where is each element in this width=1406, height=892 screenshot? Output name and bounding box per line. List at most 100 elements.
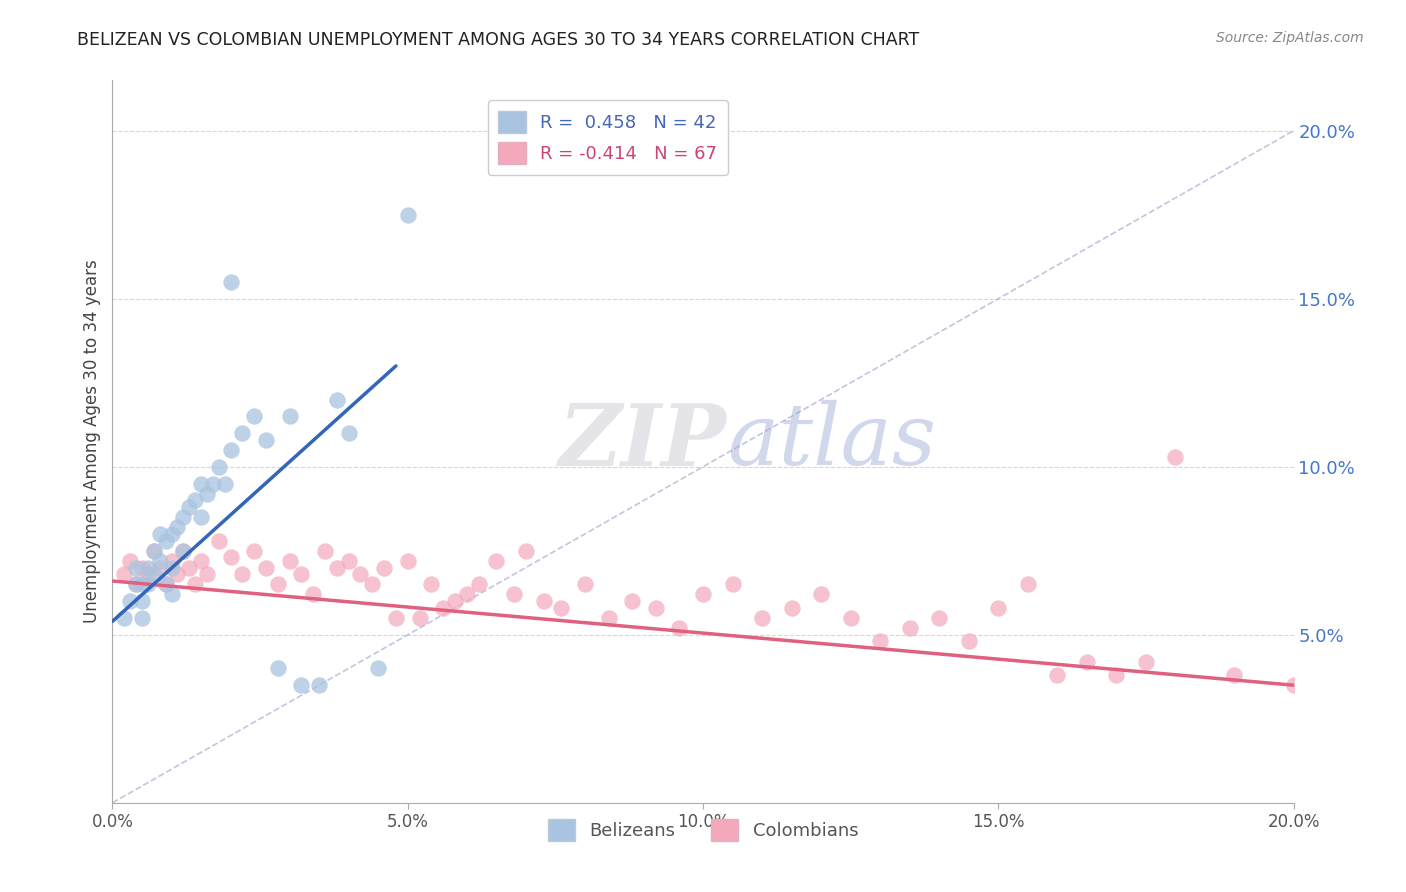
- Point: [219, 550, 242, 565]
- Point: [155, 577, 177, 591]
- Point: [184, 493, 207, 508]
- Point: [290, 567, 312, 582]
- Point: [179, 560, 201, 574]
- Point: [214, 476, 236, 491]
- Point: [644, 600, 666, 615]
- Point: [125, 577, 148, 591]
- Point: [149, 560, 172, 574]
- Point: [1223, 668, 1246, 682]
- Point: [136, 577, 159, 591]
- Point: [172, 543, 194, 558]
- Point: [467, 577, 489, 591]
- Point: [361, 577, 384, 591]
- Point: [928, 611, 950, 625]
- Point: [219, 442, 242, 457]
- Point: [574, 577, 596, 591]
- Point: [195, 486, 218, 500]
- Point: [598, 611, 620, 625]
- Point: [1282, 678, 1305, 692]
- Point: [231, 567, 253, 582]
- Point: [131, 577, 153, 591]
- Point: [136, 567, 159, 582]
- Point: [112, 567, 135, 582]
- Point: [267, 661, 290, 675]
- Point: [190, 510, 212, 524]
- Point: [190, 554, 212, 568]
- Point: [190, 476, 212, 491]
- Point: [184, 577, 207, 591]
- Point: [120, 554, 142, 568]
- Point: [195, 567, 218, 582]
- Point: [231, 426, 253, 441]
- Y-axis label: Unemployment Among Ages 30 to 34 years: Unemployment Among Ages 30 to 34 years: [83, 260, 101, 624]
- Text: BELIZEAN VS COLOMBIAN UNEMPLOYMENT AMONG AGES 30 TO 34 YEARS CORRELATION CHART: BELIZEAN VS COLOMBIAN UNEMPLOYMENT AMONG…: [77, 31, 920, 49]
- Point: [179, 500, 201, 514]
- Point: [142, 543, 165, 558]
- Point: [1017, 577, 1039, 591]
- Point: [869, 634, 891, 648]
- Point: [780, 600, 803, 615]
- Point: [208, 533, 231, 548]
- Point: [396, 554, 419, 568]
- Point: [219, 275, 242, 289]
- Point: [668, 621, 690, 635]
- Point: [112, 611, 135, 625]
- Point: [166, 520, 188, 534]
- Point: [692, 587, 714, 601]
- Point: [201, 476, 224, 491]
- Point: [278, 409, 301, 424]
- Point: [243, 543, 266, 558]
- Point: [337, 554, 360, 568]
- Point: [751, 611, 773, 625]
- Point: [1135, 655, 1157, 669]
- Point: [810, 587, 832, 601]
- Point: [326, 560, 349, 574]
- Point: [373, 560, 395, 574]
- Point: [485, 554, 508, 568]
- Point: [898, 621, 921, 635]
- Text: ZIP: ZIP: [558, 400, 727, 483]
- Point: [172, 510, 194, 524]
- Point: [208, 459, 231, 474]
- Point: [308, 678, 330, 692]
- Point: [385, 611, 408, 625]
- Point: [302, 587, 325, 601]
- Point: [420, 577, 443, 591]
- Point: [1046, 668, 1069, 682]
- Point: [1105, 668, 1128, 682]
- Point: [367, 661, 389, 675]
- Point: [621, 594, 644, 608]
- Point: [131, 560, 153, 574]
- Point: [349, 567, 371, 582]
- Point: [444, 594, 467, 608]
- Point: [515, 543, 537, 558]
- Point: [533, 594, 555, 608]
- Text: atlas: atlas: [727, 401, 936, 483]
- Point: [155, 577, 177, 591]
- Point: [396, 208, 419, 222]
- Point: [267, 577, 290, 591]
- Point: [243, 409, 266, 424]
- Point: [987, 600, 1010, 615]
- Point: [957, 634, 980, 648]
- Point: [166, 567, 188, 582]
- Point: [131, 611, 153, 625]
- Point: [337, 426, 360, 441]
- Point: [155, 533, 177, 548]
- Point: [125, 560, 148, 574]
- Point: [408, 611, 430, 625]
- Point: [160, 587, 183, 601]
- Point: [125, 577, 148, 591]
- Point: [456, 587, 478, 601]
- Point: [314, 543, 336, 558]
- Point: [503, 587, 526, 601]
- Point: [278, 554, 301, 568]
- Point: [432, 600, 454, 615]
- Point: [254, 433, 277, 447]
- Point: [1076, 655, 1098, 669]
- Text: Source: ZipAtlas.com: Source: ZipAtlas.com: [1216, 31, 1364, 45]
- Point: [550, 600, 572, 615]
- Point: [290, 678, 312, 692]
- Point: [326, 392, 349, 407]
- Point: [254, 560, 277, 574]
